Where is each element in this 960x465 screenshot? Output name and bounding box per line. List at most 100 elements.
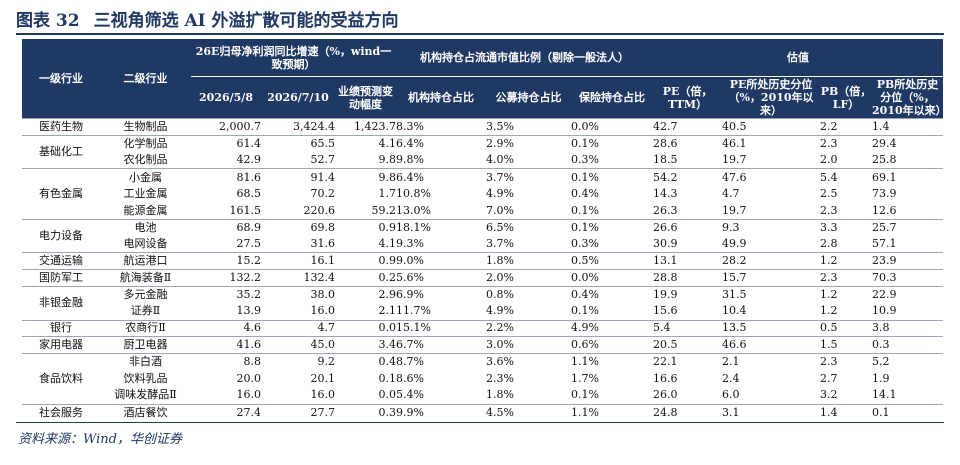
table-row: 证券Ⅱ 13.9 16.0 2.1 11.7% 4.9% 0.1% 15.6 10.4 1.2 10…	[22, 303, 943, 320]
cell-value: 47.6	[722, 168, 821, 186]
cell-value: 3.4	[335, 336, 396, 354]
cell-value: 2.5	[820, 187, 838, 201]
cell-value: 1.2	[820, 252, 873, 270]
cell-value: 70.2	[310, 187, 336, 201]
table-row: 工业金属 68.5 70.2 1.7 10.8% 4.9% 0.4% 14.3 4.7 2.5 73…	[22, 186, 943, 203]
cell-value: 0.0%	[571, 118, 654, 136]
cell-value: 13.9	[236, 304, 262, 318]
cell-value: 3.1	[722, 403, 821, 421]
cell-value: 24.8	[653, 403, 723, 421]
cell-value: 69.1	[872, 168, 944, 186]
cell-value: 19.9	[653, 285, 723, 304]
cell-value: 3.3	[820, 218, 873, 237]
cell-value: 2.3	[820, 353, 873, 371]
cell-value: 81.6	[191, 168, 261, 186]
cell-value: 18.5	[653, 153, 678, 167]
cell-value: 2.7	[820, 371, 838, 385]
cell-value: 13.0%	[396, 203, 431, 217]
table-row: 食品饮料 非白酒 8.8 9.2 0.4 8.7% 3.6% 1.1% 22.1 2.1 2.3 5.…	[22, 353, 944, 405]
cell-value: 3.7%	[486, 237, 514, 251]
cell-value: 35.2	[191, 285, 261, 304]
cell-value: 5.6%	[396, 269, 486, 287]
table-row: 非银金融 多元金融 35.2 38.0 2.9 6.9% 0.8% 0.4% 19.9 31.5 1…	[22, 285, 944, 321]
cell-industry-l2: 农商行Ⅱ	[100, 319, 191, 337]
cell-value: 29.4	[872, 134, 944, 153]
cell-value: 27.7	[261, 403, 335, 421]
table-row: 农化制品 42.9 52.7 9.8 9.8% 4.0% 0.3% 18.5 19.7 2.0 25…	[22, 152, 943, 169]
cell-value: 42.9	[236, 153, 262, 167]
table-row: 调味发酵品Ⅱ 16.0 16.0 0.0 5.4% 1.8% 0.1% 26.0 6.0 3.2 1…	[22, 387, 943, 404]
table-row: 银行 农商行Ⅱ 4.6 4.7 0.0 15.1% 2.2% 4.9% 5.4 13.5 0.5 3.…	[22, 319, 944, 337]
cell-value: 5.2	[872, 353, 944, 371]
cell-value: 14.3	[653, 187, 678, 201]
cell-value: 0.5	[820, 319, 873, 337]
cell-value: 52.7	[310, 153, 336, 167]
cell-value: 2.9	[335, 285, 396, 304]
cell-value: 49.9	[722, 237, 747, 251]
cell-value: 2.3	[820, 134, 873, 153]
cell-industry-l2: 能源金属	[123, 203, 168, 217]
cell-industry-l1: 银行	[22, 319, 100, 337]
cell-industry-l1: 医药生物	[22, 118, 100, 136]
cell-value: 4.9%	[486, 187, 514, 201]
cell-value: 0.3%	[571, 153, 599, 167]
cell-value: 5.4%	[396, 388, 424, 402]
cell-value: 68.9	[191, 218, 261, 237]
sub-header: 保险持仓占比	[571, 76, 654, 119]
cell-industry-l2: 工业金属	[123, 187, 168, 201]
cell-value: 46.6	[722, 336, 821, 354]
cell-value: 16.0	[310, 388, 336, 402]
cell-value: 9.3	[722, 218, 821, 237]
cell-value: 0.0%	[571, 269, 654, 287]
cell-value: 2.2%	[486, 319, 571, 337]
cell-value: 42.7	[653, 118, 723, 136]
cell-value: 2.0%	[486, 269, 571, 287]
cell-value: 8.3%	[396, 118, 486, 136]
cell-value: 8.8	[191, 353, 261, 371]
cell-value: 9.0%	[396, 252, 486, 270]
cell-industry-l1: 国防军工	[22, 269, 100, 287]
cell-value: 7.0%	[486, 203, 514, 217]
cell-value: 1.8%	[486, 252, 571, 270]
cell-value: 3.0%	[486, 336, 571, 354]
cell-industry-l2: 调味发酵品Ⅱ	[114, 388, 177, 402]
cell-industry-l2: 证券Ⅱ	[130, 304, 161, 318]
cell-value: 15.7	[722, 269, 821, 287]
cell-industry-l2: 航运港口	[100, 252, 191, 270]
cell-value: 4.5%	[486, 403, 571, 421]
sub-header: 业绩预测变动幅度	[335, 76, 396, 119]
cell-industry-l2: 酒店餐饮	[100, 403, 191, 421]
sub-header: 2026/5/8	[191, 76, 261, 119]
cell-value: 40.5	[722, 118, 821, 136]
cell-value: 0.8%	[486, 285, 571, 304]
cell-value: 1.4	[872, 118, 944, 136]
cell-value: 20.1	[310, 371, 336, 385]
sub-header: 机构持仓占比	[396, 76, 486, 119]
cell-value: 0.0	[335, 319, 396, 337]
cell-industry-l2: 农化制品	[123, 153, 168, 167]
table-row: 电力设备 电池 68.9 69.8 0.9 18.1% 6.5% 0.1% 26.6 9.3 3.3…	[22, 218, 944, 253]
cell-industry-l2: 航海装备Ⅱ	[100, 269, 191, 287]
cell-value: 1.1%	[571, 353, 654, 371]
cell-value: 6.4%	[396, 168, 486, 186]
cell-value: 1.2	[820, 304, 838, 318]
cell-value: 3.7%	[486, 168, 571, 186]
cell-value: 2.4	[722, 371, 740, 385]
cell-value: 61.4	[191, 134, 261, 153]
cell-value: 0.1	[872, 403, 944, 421]
table-row: 交通运输 航运港口 15.2 16.1 0.9 9.0% 1.8% 0.5% 13.1 28.2 1…	[22, 252, 944, 270]
sub-header: PB所处历史分位（%，2010年以来）	[872, 76, 947, 119]
table-row: 基础化工 化学制品 61.4 65.5 4.1 6.4% 2.9% 0.1% 28.6 46.1 2…	[22, 134, 944, 169]
cell-value: 28.8	[653, 269, 723, 287]
cell-industry-l2: 饮料乳品	[123, 371, 168, 385]
cell-value: 11.7%	[396, 304, 431, 318]
cell-value: 16.6	[653, 371, 678, 385]
table-row: 国防军工 航海装备Ⅱ 132.2 132.4 0.2 5.6% 2.0% 0.0% 28.8 15…	[22, 269, 944, 287]
cell-value: 0.4%	[571, 187, 599, 201]
sub-header: PE（倍，TTM）	[653, 76, 723, 119]
cell-value: 2.3	[820, 269, 873, 287]
cell-value: 0.3	[335, 403, 396, 421]
cell-value: 2.9%	[486, 134, 571, 153]
sub-header: 2026/7/10	[261, 76, 335, 119]
cell-value: 1.8%	[486, 388, 514, 402]
